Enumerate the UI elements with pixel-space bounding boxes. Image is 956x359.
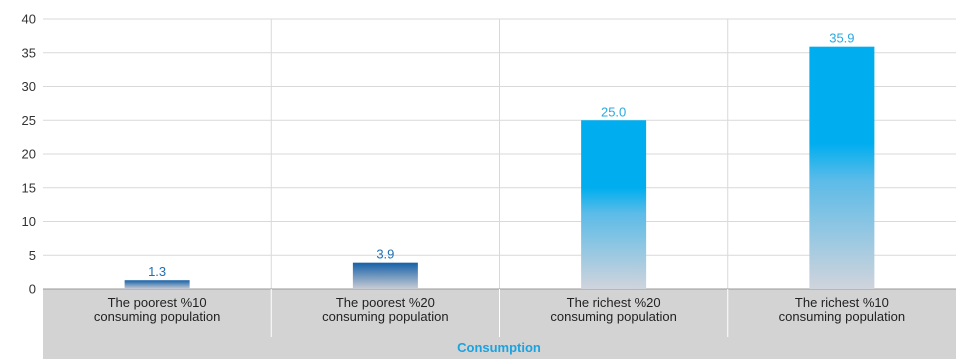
data-label: 3.9 [376, 247, 394, 262]
category-label: consuming population [779, 309, 905, 324]
category-label: consuming population [550, 309, 676, 324]
bars [124, 46, 875, 289]
category-label: The richest %20 [567, 295, 661, 310]
y-tick-label: 0 [29, 282, 36, 297]
y-tick-label: 5 [29, 248, 36, 263]
category-label: consuming population [94, 309, 220, 324]
category-label: consuming population [322, 309, 448, 324]
category-axis-band [43, 288, 956, 359]
bar-2 [352, 262, 418, 289]
x-axis-label: Consumption [457, 340, 541, 355]
y-tick-label: 40 [22, 12, 36, 27]
data-labels: 1.3 3.9 25.0 35.9 [148, 31, 854, 280]
y-axis-ticks: 0 5 10 15 20 25 30 35 40 [22, 12, 36, 297]
y-tick-label: 35 [22, 45, 36, 60]
y-tick-label: 25 [22, 113, 36, 128]
gridlines [43, 18, 956, 337]
category-label: The richest %10 [795, 295, 889, 310]
category-label: The poorest %20 [336, 295, 435, 310]
y-tick-label: 20 [22, 147, 36, 162]
data-label: 1.3 [148, 264, 166, 279]
bar-1 [124, 280, 190, 289]
bar-3 [581, 120, 647, 289]
y-tick-label: 30 [22, 79, 36, 94]
y-tick-label: 10 [22, 214, 36, 229]
data-label: 25.0 [601, 104, 626, 119]
category-label: The poorest %10 [108, 295, 207, 310]
bar-4 [809, 46, 875, 289]
y-tick-label: 15 [22, 180, 36, 195]
data-label: 35.9 [829, 31, 854, 46]
